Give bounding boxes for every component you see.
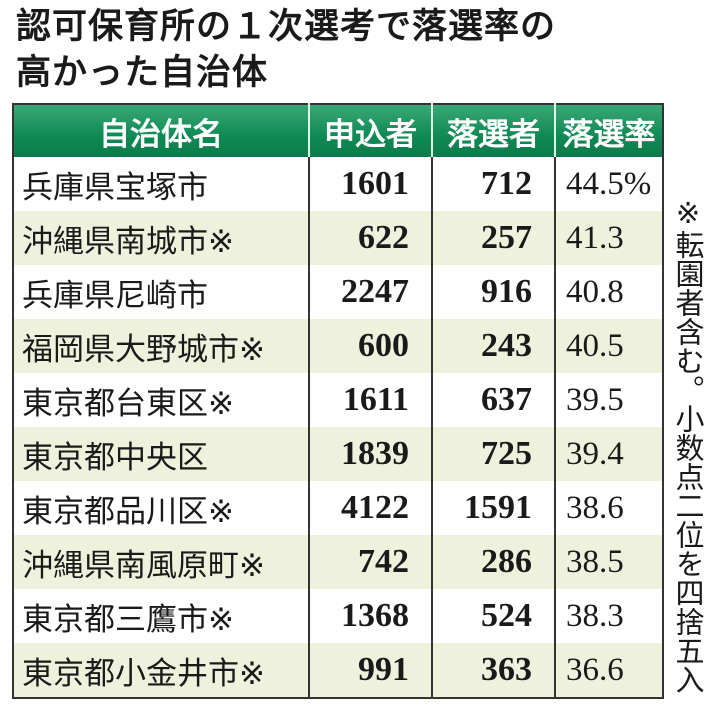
rejected-cell: 725	[431, 427, 555, 481]
rate-cell: 39.5	[554, 373, 663, 427]
applicants-cell: 742	[308, 535, 432, 589]
municipality-cell: 東京都中央区	[13, 427, 309, 481]
applicants-cell: 1601	[308, 157, 432, 211]
municipality-cell: 沖縄県南風原町※	[13, 535, 309, 589]
rejected-cell: 363	[431, 643, 555, 698]
rejected-cell: 1591	[431, 481, 555, 535]
column-header-rejected: 落選者	[431, 104, 555, 157]
table-row: 東京都台東区※ 1611 637 39.5	[13, 373, 663, 427]
applicants-cell: 991	[308, 643, 432, 698]
data-table: 自治体名 申込者 落選者 落選率 兵庫県宝塚市 1601 712 44.5% 沖縄県南城…	[12, 103, 664, 699]
rejected-cell: 257	[431, 211, 555, 265]
table-row: 東京都小金井市※ 991 363 36.6	[13, 643, 663, 698]
municipality-cell: 東京都品川区※	[22, 493, 234, 530]
applicants-cell: 1611	[308, 373, 432, 427]
municipality-cell: 福岡県大野城市※	[13, 319, 309, 373]
title-line-1: 認可保育所の１次選考で落選率の	[16, 7, 557, 47]
municipality-cell: 東京都台東区※	[22, 385, 234, 422]
municipality-cell: 東京都三鷹市※	[22, 601, 234, 638]
table-row: 福岡県大野城市※ 600 243 40.5	[13, 319, 663, 373]
rate-cell: 39.4	[554, 427, 663, 481]
table-row: 兵庫県宝塚市 1601 712 44.5%	[13, 157, 663, 211]
column-header-rate: 落選率	[554, 104, 663, 157]
applicants-cell: 600	[308, 319, 432, 373]
rate-cell: 36.6	[554, 643, 663, 698]
rejected-cell: 243	[431, 319, 555, 373]
applicants-cell: 622	[308, 211, 432, 265]
page-title: 認可保育所の１次選考で落選率の 高かった自治体	[16, 4, 556, 96]
applicants-cell: 1368	[308, 589, 432, 643]
rejected-cell: 916	[431, 265, 555, 319]
title-line-2: 高かった自治体	[16, 53, 269, 93]
rate-cell: 38.5	[554, 535, 663, 589]
table-row: 東京都中央区 1839 725 39.4	[13, 427, 663, 481]
rejected-cell: 637	[431, 373, 555, 427]
applicants-cell: 1839	[308, 427, 432, 481]
rejected-cell: 524	[431, 589, 555, 643]
table-row: 東京都三鷹市※ 1368 524 38.3	[13, 589, 663, 643]
column-header-applicants: 申込者	[308, 104, 432, 157]
municipality-cell: 沖縄県南城市※	[13, 211, 309, 265]
table-row: 沖縄県南風原町※ 742 286 38.5	[13, 535, 663, 589]
municipality-cell: 兵庫県尼崎市	[22, 277, 208, 314]
rate-cell: 41.3	[554, 211, 663, 265]
table-row: 東京都品川区※ 4122 1591 38.6	[13, 481, 663, 535]
rate-cell: 44.5%	[554, 157, 663, 211]
municipality-cell: 東京都小金井市※	[13, 643, 309, 698]
header-row: 自治体名 申込者 落選者 落選率	[13, 104, 663, 157]
rejected-cell: 712	[431, 157, 555, 211]
rate-cell: 40.8	[554, 265, 663, 319]
table-row: 兵庫県尼崎市 2247 916 40.8	[13, 265, 663, 319]
rate-cell: 38.6	[554, 481, 663, 535]
rate-cell: 38.3	[554, 589, 663, 643]
rejected-cell: 286	[431, 535, 555, 589]
table-row: 沖縄県南城市※ 622 257 41.3	[13, 211, 663, 265]
footnote: ※転園者含む。小数点二位を四捨五入	[671, 196, 705, 694]
rate-cell: 40.5	[554, 319, 663, 373]
applicants-cell: 4122	[308, 481, 432, 535]
applicants-cell: 2247	[308, 265, 432, 319]
municipality-cell: 兵庫県宝塚市	[22, 169, 208, 206]
column-header-name: 自治体名	[13, 104, 309, 157]
